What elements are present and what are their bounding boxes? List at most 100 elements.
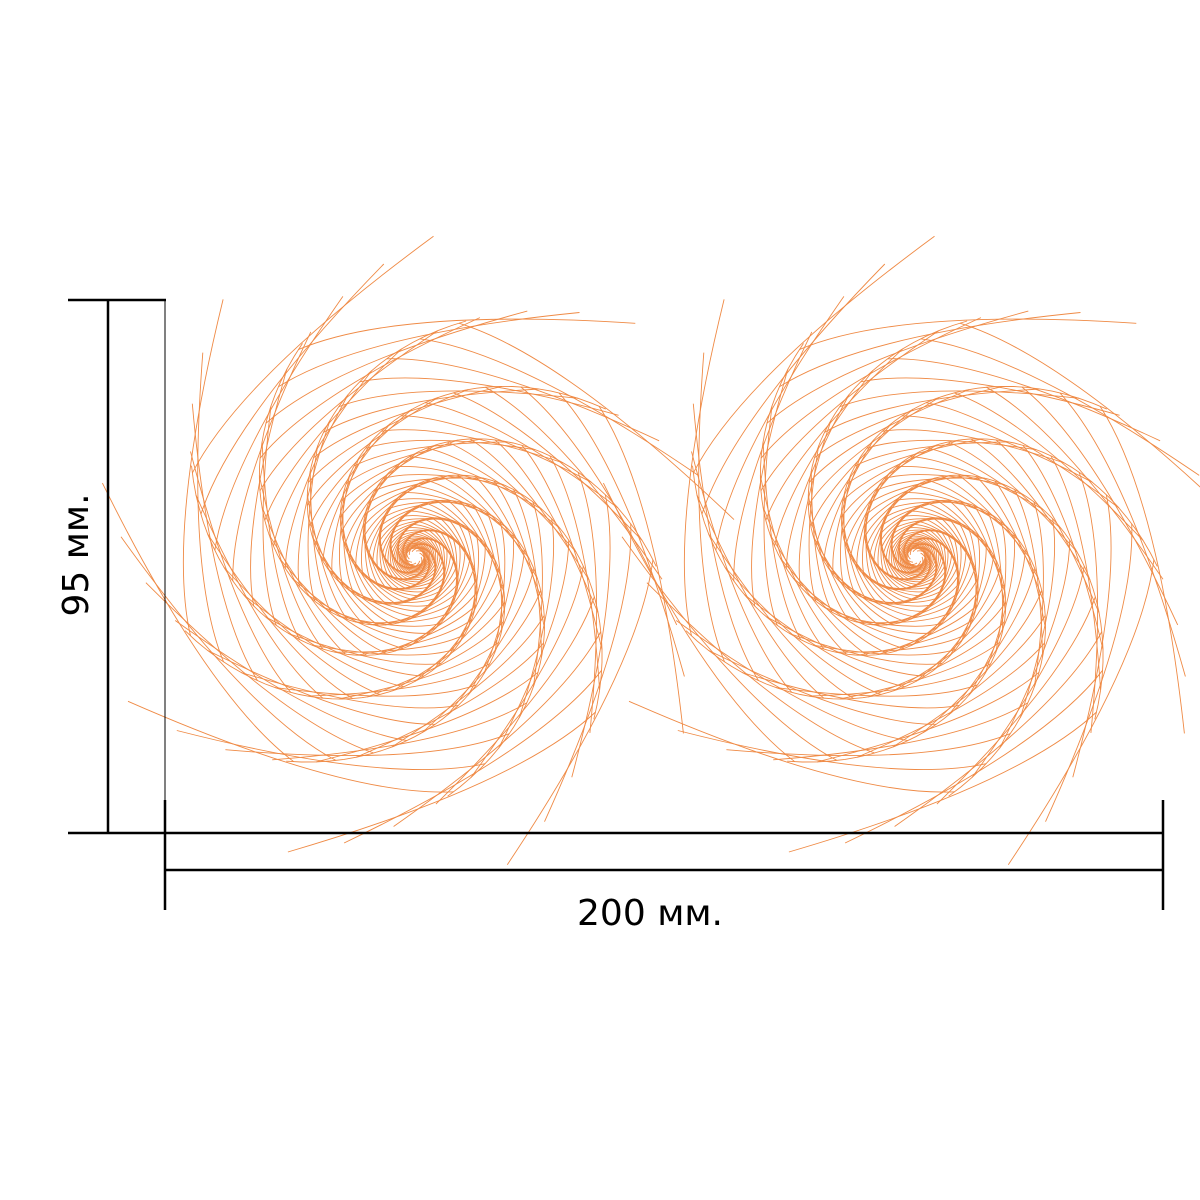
strand bbox=[265, 616, 425, 677]
strand bbox=[309, 408, 413, 527]
strand bbox=[426, 479, 519, 542]
strand bbox=[355, 484, 379, 567]
width-label: 200 мм. bbox=[577, 893, 723, 934]
strand bbox=[318, 553, 392, 625]
strand bbox=[345, 438, 482, 485]
strand bbox=[892, 615, 1046, 748]
strand bbox=[424, 567, 475, 638]
strand bbox=[857, 619, 973, 656]
strand bbox=[741, 672, 960, 709]
strand bbox=[838, 580, 916, 618]
strand bbox=[182, 299, 224, 637]
strand bbox=[987, 512, 1004, 632]
height-label: 95 мм. bbox=[56, 493, 97, 616]
strand bbox=[751, 368, 789, 607]
strand bbox=[984, 534, 1016, 675]
strand bbox=[359, 377, 619, 416]
strand bbox=[469, 438, 590, 581]
strand bbox=[448, 555, 494, 657]
strand bbox=[1045, 523, 1133, 822]
strand bbox=[421, 590, 542, 733]
strand bbox=[268, 533, 367, 656]
strand bbox=[917, 506, 982, 540]
strand bbox=[971, 566, 1085, 778]
strand bbox=[808, 445, 820, 602]
strand bbox=[808, 389, 970, 483]
strand bbox=[819, 553, 893, 625]
strand bbox=[457, 474, 538, 580]
strand bbox=[207, 649, 436, 725]
strand bbox=[726, 733, 1011, 757]
strand bbox=[467, 549, 525, 696]
strand bbox=[367, 621, 504, 698]
strand bbox=[920, 338, 1200, 476]
strand bbox=[571, 494, 611, 778]
strand bbox=[807, 494, 849, 620]
strand bbox=[927, 479, 1020, 542]
strand bbox=[765, 348, 904, 521]
strand bbox=[865, 475, 951, 516]
strand bbox=[846, 438, 983, 485]
strand bbox=[353, 441, 508, 467]
strand bbox=[309, 470, 332, 613]
strand bbox=[959, 322, 1200, 488]
strand bbox=[1021, 386, 1179, 626]
strand bbox=[691, 451, 793, 693]
strand bbox=[368, 496, 400, 556]
strand bbox=[191, 235, 434, 474]
strand bbox=[1019, 518, 1056, 718]
strand bbox=[696, 494, 825, 699]
strand bbox=[975, 476, 1045, 603]
strand bbox=[868, 621, 1005, 698]
strand bbox=[311, 536, 379, 626]
strand bbox=[910, 456, 1044, 510]
strand bbox=[190, 451, 292, 693]
strand bbox=[145, 582, 374, 754]
strand bbox=[338, 641, 499, 700]
strand bbox=[934, 568, 1001, 670]
strand bbox=[628, 700, 955, 793]
strand bbox=[769, 533, 868, 656]
strand bbox=[577, 471, 598, 733]
strand bbox=[845, 461, 903, 546]
strand bbox=[708, 649, 937, 725]
strand bbox=[884, 474, 1005, 486]
strand bbox=[307, 445, 319, 602]
strand bbox=[284, 394, 349, 569]
strand bbox=[339, 444, 437, 518]
strand bbox=[724, 566, 881, 695]
strand bbox=[968, 549, 1026, 696]
strand bbox=[994, 480, 1046, 629]
strand bbox=[969, 534, 980, 628]
strand bbox=[766, 310, 1029, 424]
strand bbox=[343, 670, 602, 844]
strand bbox=[261, 441, 301, 640]
strand bbox=[365, 439, 536, 451]
strand bbox=[1007, 559, 1155, 865]
strand bbox=[677, 730, 987, 771]
strand bbox=[363, 477, 434, 527]
strand bbox=[925, 567, 976, 638]
strand bbox=[922, 590, 1043, 733]
strand bbox=[814, 385, 1004, 459]
strand bbox=[936, 596, 1096, 805]
strand bbox=[869, 496, 901, 556]
strand bbox=[258, 475, 324, 650]
strand bbox=[828, 568, 905, 622]
strand bbox=[174, 620, 408, 742]
strand bbox=[958, 474, 1039, 580]
strand bbox=[960, 543, 987, 642]
strand bbox=[960, 501, 1006, 594]
strand bbox=[683, 299, 725, 637]
strand bbox=[315, 671, 539, 763]
strand bbox=[866, 439, 1037, 451]
strand bbox=[323, 388, 539, 433]
strand bbox=[322, 439, 373, 562]
strand bbox=[327, 568, 404, 622]
strand bbox=[762, 506, 847, 655]
strand bbox=[759, 475, 825, 650]
strand bbox=[120, 536, 337, 761]
strand bbox=[877, 605, 977, 656]
strand bbox=[798, 419, 832, 587]
strand bbox=[338, 475, 351, 586]
